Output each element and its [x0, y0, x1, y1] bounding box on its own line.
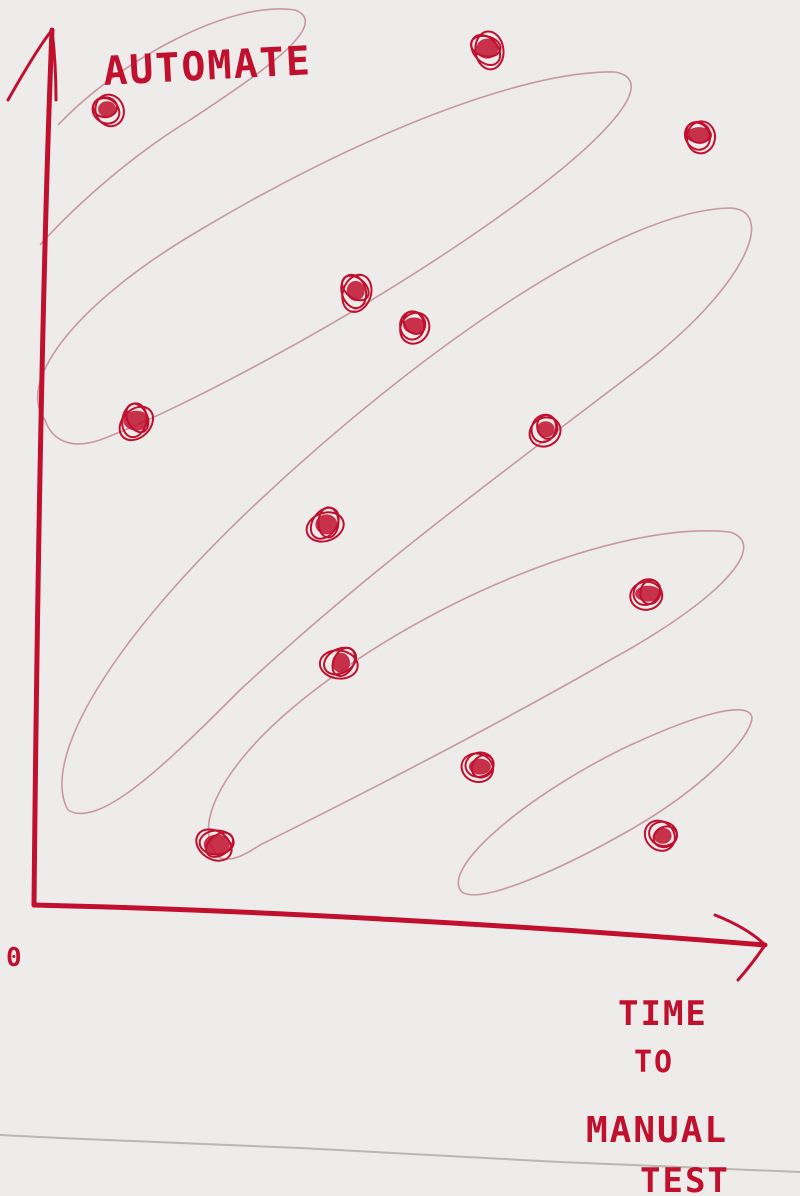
- axes: [6, 27, 768, 982]
- x-axis-arrowhead: [713, 913, 767, 982]
- data-point: [91, 93, 125, 128]
- y-axis-line: [31, 27, 55, 908]
- data-point: [305, 506, 345, 543]
- y-axis-label: AUTOMATE: [102, 38, 313, 95]
- x-axis-label-line2: TO: [634, 1045, 674, 1080]
- loop-bottom-right: [457, 708, 753, 896]
- x-axis-label-line3: MANUAL: [586, 1110, 728, 1151]
- data-point: [643, 819, 678, 852]
- data-point: [340, 273, 373, 313]
- loop-upper: [36, 71, 632, 445]
- scribble-dots: [91, 30, 717, 862]
- data-point: [683, 120, 717, 155]
- loop-lower: [207, 530, 745, 860]
- data-point: [528, 413, 562, 448]
- data-point: [118, 402, 155, 442]
- loop-middle: [61, 207, 753, 815]
- y-axis-arrowhead: [6, 28, 58, 102]
- x-axis-line: [31, 902, 768, 948]
- data-point: [195, 828, 235, 862]
- group-loops: [36, 8, 753, 896]
- x-axis-label-line4: TEST: [640, 1161, 730, 1196]
- data-point: [399, 310, 431, 345]
- data-point: [318, 646, 359, 680]
- data-point: [629, 578, 664, 611]
- x-axis-label-line1: TIME: [618, 994, 708, 1034]
- data-point: [460, 751, 495, 784]
- data-point: [469, 30, 505, 71]
- loop-top-left: [39, 8, 306, 246]
- origin-label: 0: [6, 943, 24, 973]
- paper-bottom-edge: [0, 1134, 800, 1173]
